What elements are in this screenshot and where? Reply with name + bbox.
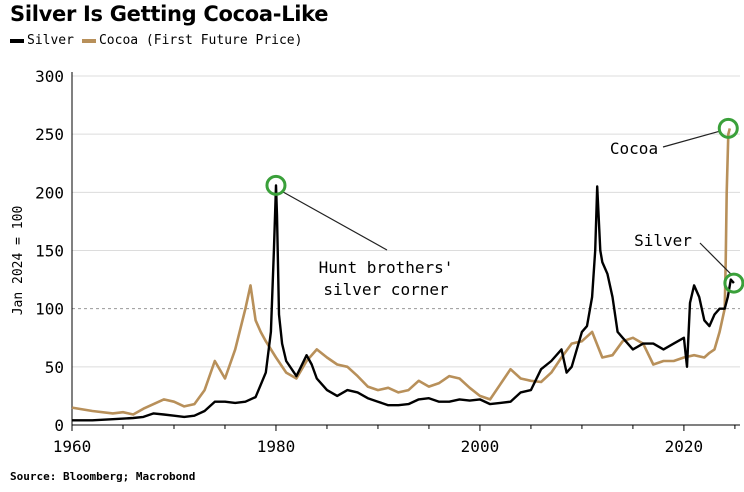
legend: Silver Cocoa (First Future Price) — [10, 33, 310, 48]
legend-label-silver: Silver — [27, 33, 74, 48]
y-tick-label-200: 200 — [35, 183, 64, 202]
y-tick-label-0: 0 — [54, 416, 64, 435]
x-tick-label-2020: 2020 — [665, 437, 704, 456]
legend-label-cocoa: Cocoa (First Future Price) — [98, 33, 303, 48]
legend-swatch-silver — [10, 38, 24, 43]
y-tick-label-150: 150 — [35, 242, 64, 261]
series-line-cocoa — [71, 128, 732, 416]
series-line-silver — [72, 184, 735, 422]
y-tick-label-50: 50 — [45, 358, 64, 377]
x-tick-label-1960: 1960 — [53, 437, 92, 456]
y-tick-label-250: 250 — [35, 125, 64, 144]
annotation-label-cocoa: Cocoa — [610, 139, 658, 158]
legend-item-cocoa: Cocoa (First Future Price) — [81, 33, 303, 48]
annotation-marker-cocoa — [717, 117, 739, 139]
annotation-leader-cocoa — [662, 130, 720, 148]
legend-item-silver: Silver — [10, 33, 74, 48]
source-note: Source: Bloomberg; Macrobond — [10, 470, 196, 483]
annotation-marker-hunt — [265, 174, 287, 196]
x-tick-label-2000: 2000 — [461, 437, 500, 456]
annotation-marker-silver — [723, 272, 744, 294]
y-axis-label: Jan 2024 = 100 — [11, 206, 26, 316]
chart-title: Silver Is Getting Cocoa-Like — [10, 2, 329, 26]
annotation-leader-silver — [699, 242, 732, 275]
y-tick-label-100: 100 — [35, 300, 64, 319]
annotation-label-hunt-line2: silver corner — [323, 280, 449, 299]
annotation-label-hunt-line1: Hunt brothers' — [319, 258, 454, 277]
y-tick-label-300: 300 — [35, 67, 64, 86]
annotation-leader-hunt — [281, 190, 388, 251]
legend-swatch-cocoa — [81, 38, 96, 43]
annotation-label-silver: Silver — [634, 231, 692, 250]
x-tick-label-1980: 1980 — [257, 437, 296, 456]
